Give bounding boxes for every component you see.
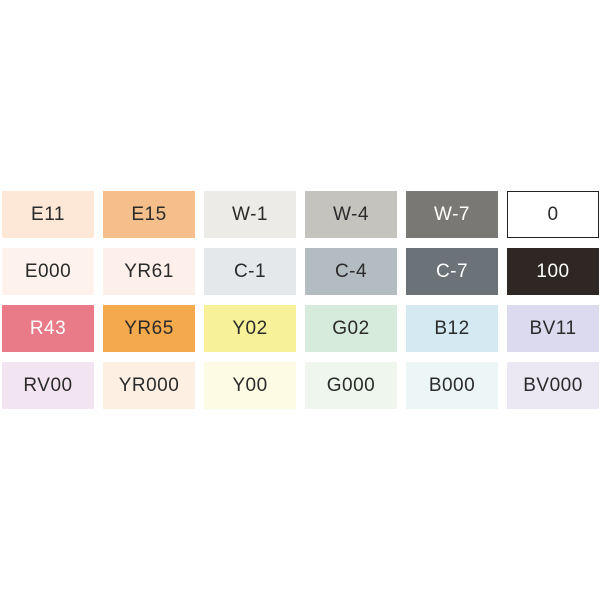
swatch-label: 0	[547, 203, 559, 225]
swatch-label: B12	[434, 317, 470, 339]
swatch-label: E000	[24, 260, 72, 282]
swatch-label: W-7	[434, 203, 470, 225]
swatch-label: RV00	[23, 374, 73, 396]
color-swatch: RV00	[2, 362, 94, 409]
color-swatch: G02	[305, 305, 397, 352]
swatch-label: E11	[31, 203, 65, 225]
color-swatch: W-7	[406, 191, 498, 238]
swatch-label: G000	[326, 374, 376, 396]
color-swatch: YR65	[103, 305, 195, 352]
color-swatch: C-4	[305, 248, 397, 295]
color-swatch: C-7	[406, 248, 498, 295]
color-swatch: E15	[103, 191, 195, 238]
swatch-label: B000	[428, 374, 476, 396]
color-swatch: BV11	[507, 305, 599, 352]
color-swatch: W-1	[204, 191, 296, 238]
swatch-label: YR000	[118, 374, 180, 396]
swatch-label: BV000	[523, 374, 583, 396]
swatch-label: C-7	[435, 260, 469, 282]
color-swatch: G000	[305, 362, 397, 409]
color-swatch: 0	[507, 191, 599, 238]
color-swatch: E11	[2, 191, 94, 238]
swatch-label: C-4	[334, 260, 368, 282]
color-swatch: Y00	[204, 362, 296, 409]
color-swatch: Y02	[204, 305, 296, 352]
color-swatch: B12	[406, 305, 498, 352]
swatch-label: C-1	[233, 260, 267, 282]
swatch-label: YR61	[124, 260, 174, 282]
color-swatch: R43	[2, 305, 94, 352]
color-swatch: W-4	[305, 191, 397, 238]
color-swatch: B000	[406, 362, 498, 409]
swatch-label: E15	[131, 203, 167, 225]
swatch-label: G02	[332, 317, 370, 339]
swatch-label: W-4	[333, 203, 369, 225]
swatch-label: Y00	[232, 374, 268, 396]
swatch-label: BV11	[529, 317, 577, 339]
color-swatch: E000	[2, 248, 94, 295]
swatch-label: 100	[536, 260, 570, 282]
swatch-label: Y02	[232, 317, 268, 339]
color-swatch: YR61	[103, 248, 195, 295]
color-swatch: YR000	[103, 362, 195, 409]
swatch-label: R43	[29, 317, 67, 339]
swatch-label: W-1	[232, 203, 268, 225]
color-swatch: BV000	[507, 362, 599, 409]
color-swatch: 100	[507, 248, 599, 295]
swatch-label: YR65	[124, 317, 174, 339]
color-swatch: C-1	[204, 248, 296, 295]
